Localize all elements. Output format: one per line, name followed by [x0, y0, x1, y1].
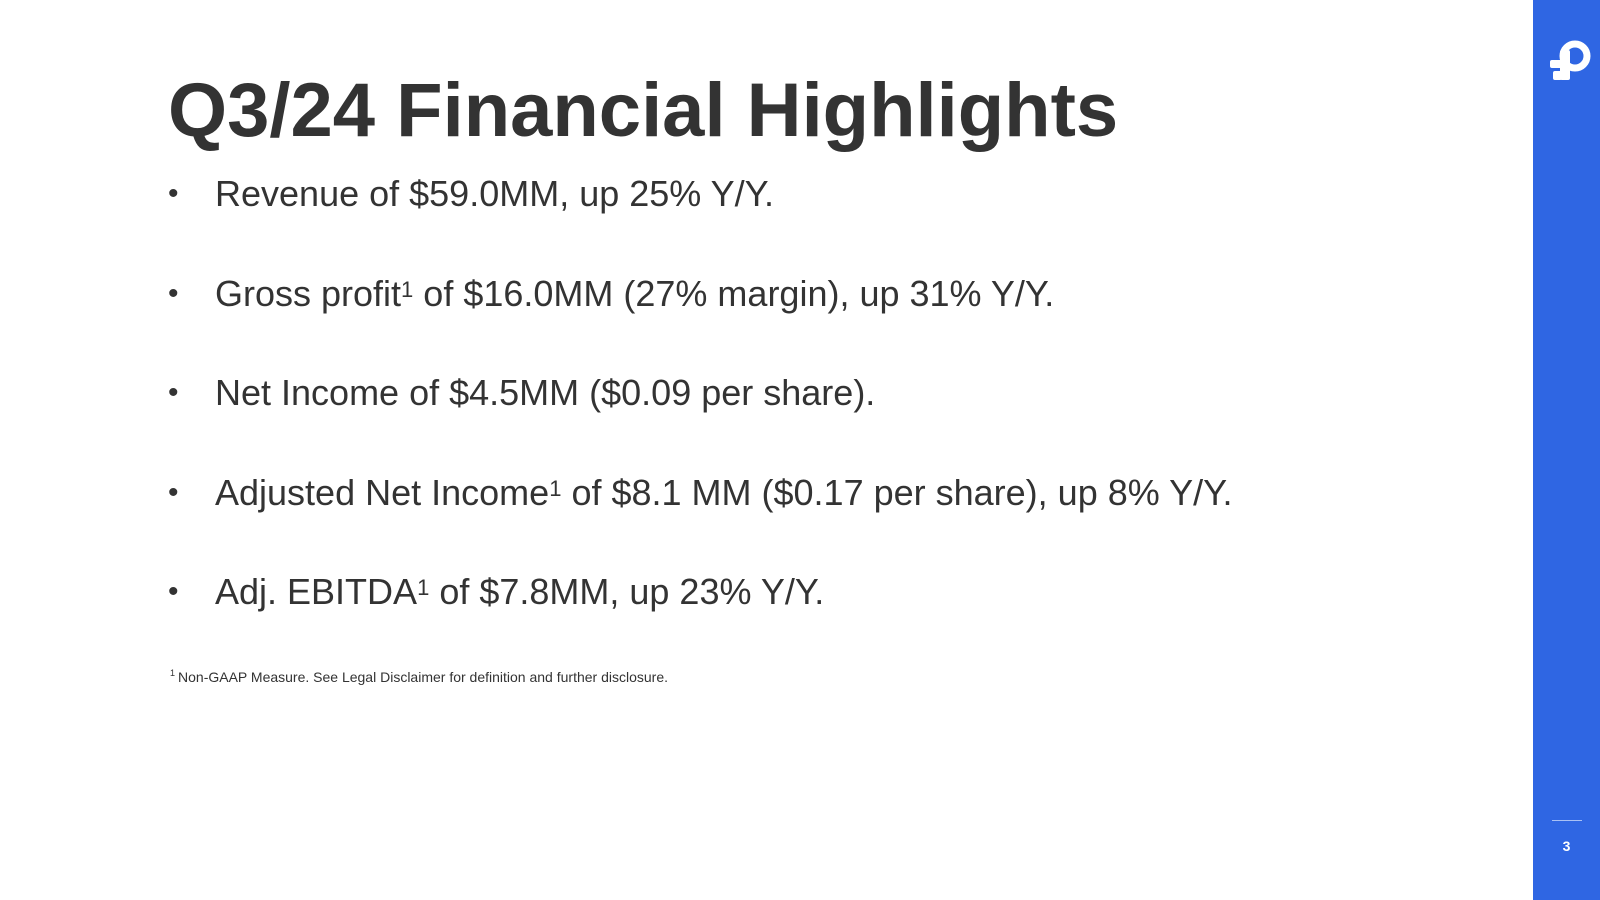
- page-number: 3: [1562, 838, 1571, 854]
- bullet-text-main: Gross profit: [215, 272, 402, 314]
- bullet-text-rest: of $16.0MM (27% margin), up 31% Y/Y.: [413, 272, 1055, 314]
- bullet-text-main: Net Income of $4.5MM ($0.09 per share).: [215, 372, 876, 413]
- sidebar-divider: [1552, 820, 1582, 821]
- bullet-text: Adjusted Net Income1 of $8.1 MM ($0.17 p…: [215, 465, 1232, 521]
- bullet-text: Gross profit1 of $16.0MM (27% margin), u…: [215, 266, 1054, 322]
- bullet-marker: •: [168, 575, 179, 608]
- footnote-reference: 1: [417, 575, 430, 600]
- bullet-text-main: Adj. EBITDA: [215, 571, 418, 612]
- footnote-reference: 1: [549, 475, 562, 501]
- bullet-text-main: Revenue of $59.0MM, up 25% Y/Y.: [215, 173, 775, 214]
- bullet-text-rest: of $8.1 MM ($0.17 per share), up 8% Y/Y.: [561, 471, 1233, 513]
- bullet-marker: •: [168, 276, 179, 310]
- footnote-reference: 1: [401, 276, 414, 302]
- footnote-text: Non-GAAP Measure. See Legal Disclaimer f…: [178, 669, 668, 685]
- bullet-text-rest: of $7.8MM, up 23% Y/Y.: [429, 571, 825, 612]
- footnote-mark: 1: [170, 668, 176, 678]
- bullet-marker: •: [168, 475, 179, 509]
- bullet-text-main: Adjusted Net Income: [215, 471, 550, 513]
- bullet-text: Revenue of $59.0MM, up 25% Y/Y.: [215, 166, 774, 222]
- bullet-marker: •: [168, 376, 179, 409]
- brand-logo-icon: [1550, 40, 1591, 80]
- bullet-marker: •: [168, 177, 179, 210]
- bullet-text: Net Income of $4.5MM ($0.09 per share).: [215, 365, 875, 421]
- brand-sidebar: 3: [1533, 0, 1600, 900]
- footnote: 1 Non-GAAP Measure. See Legal Disclaimer …: [170, 668, 668, 685]
- slide-title: Q3/24 Financial Highlights: [168, 68, 1119, 153]
- bullet-text: Adj. EBITDA1 of $7.8MM, up 23% Y/Y.: [215, 564, 824, 620]
